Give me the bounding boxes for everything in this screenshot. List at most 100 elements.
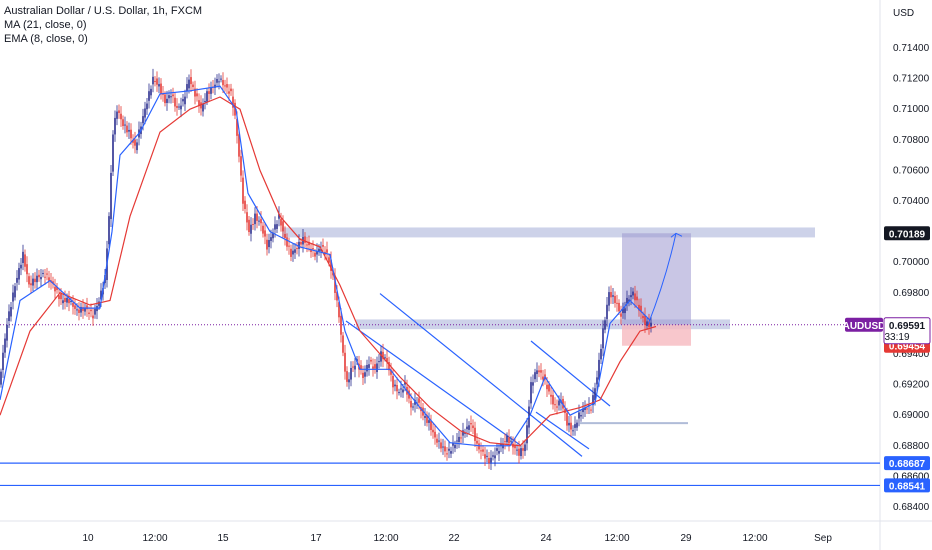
candle-body (108, 216, 110, 245)
candle-body (172, 94, 174, 97)
candle-body (548, 384, 550, 392)
candle-body (80, 306, 82, 313)
candle-body (70, 300, 72, 302)
level-price-tag-box (884, 456, 930, 471)
candle-body (570, 422, 572, 430)
candle-body (304, 236, 306, 243)
candle-body (2, 352, 4, 371)
candle-body (520, 448, 522, 457)
candle-body (364, 372, 366, 377)
x-tick-label: 17 (310, 533, 322, 544)
candle-body (606, 304, 608, 319)
candle-body (244, 200, 246, 209)
candle-body (164, 94, 166, 104)
descending-channel-1-line (345, 320, 521, 446)
candle-body (488, 457, 490, 464)
candle-body (116, 111, 118, 119)
candle-body (594, 388, 596, 401)
candle-body (234, 102, 236, 116)
candle-body (578, 412, 580, 419)
candle-body (446, 453, 448, 455)
candle-body (352, 366, 354, 368)
candle-body (270, 237, 272, 241)
candle-body (396, 384, 398, 392)
candle-body (580, 415, 582, 417)
candle-body (632, 291, 634, 296)
candle-body (42, 273, 44, 275)
candle-body (54, 286, 56, 292)
candle-body (282, 221, 284, 232)
candle-body (452, 443, 454, 446)
candle-body (338, 302, 340, 318)
candle-body (574, 424, 576, 428)
candle-body (434, 431, 436, 438)
candle-body (568, 422, 570, 426)
candle-body (582, 408, 584, 413)
candle-body (538, 370, 540, 373)
candle-body (170, 96, 172, 98)
candle-body (504, 441, 506, 443)
candle-body (398, 392, 400, 394)
candle-body (518, 448, 520, 456)
candle-body (566, 413, 568, 426)
candle-body (648, 321, 650, 328)
candle-body (386, 358, 388, 363)
candle-body (162, 93, 164, 95)
candle-body (308, 241, 310, 246)
candle-body (490, 457, 492, 463)
candle-body (438, 440, 440, 442)
candle-body (378, 361, 380, 363)
candle-body (492, 455, 494, 457)
candle-body (92, 315, 94, 319)
candle-body (514, 444, 516, 449)
candle-body (286, 237, 288, 247)
candle-body (22, 251, 24, 264)
descending-channel-2-line (535, 411, 590, 450)
candle-body (392, 375, 394, 388)
candle-body (572, 430, 574, 432)
candle-body (508, 437, 510, 444)
candle-body (256, 213, 258, 221)
candle-body (646, 321, 648, 327)
candle-body (332, 272, 334, 276)
y-tick-label: 0.71200 (893, 74, 930, 85)
x-tick-label: 29 (680, 533, 692, 544)
candle-body (536, 370, 538, 375)
candle-body (146, 103, 148, 110)
position-target-zone (622, 233, 691, 325)
candle-body (68, 298, 70, 304)
candle-body (366, 364, 368, 372)
candle-body (56, 286, 58, 291)
candle-body (64, 297, 66, 302)
candle-body (306, 244, 308, 246)
candle-body (604, 320, 606, 330)
y-tick-label: 0.70400 (893, 196, 930, 207)
candle-body (230, 88, 232, 92)
candle-body (284, 233, 286, 238)
candle-body (190, 77, 192, 85)
candle-body (498, 450, 500, 454)
x-tick-label: 24 (540, 533, 552, 544)
candle-body (110, 172, 112, 220)
candle-body (436, 438, 438, 443)
candle-body (20, 264, 22, 269)
legend-ema: EMA (8, close, 0) (4, 33, 88, 45)
candle-body (620, 313, 622, 317)
candle-body (66, 297, 68, 303)
candle-body (276, 224, 278, 229)
candle-body (598, 359, 600, 380)
candle-body (404, 381, 406, 385)
candle-body (132, 139, 134, 143)
candle-body (616, 302, 618, 304)
candle-body (120, 113, 122, 120)
candle-body (232, 96, 234, 108)
candle-body (344, 352, 346, 372)
candle-body (402, 389, 404, 393)
candle-body (288, 245, 290, 247)
candle-body (254, 213, 256, 225)
candle-body (590, 409, 592, 411)
candle-body (334, 275, 336, 293)
candle-body (462, 430, 464, 436)
candle-body (252, 223, 254, 225)
